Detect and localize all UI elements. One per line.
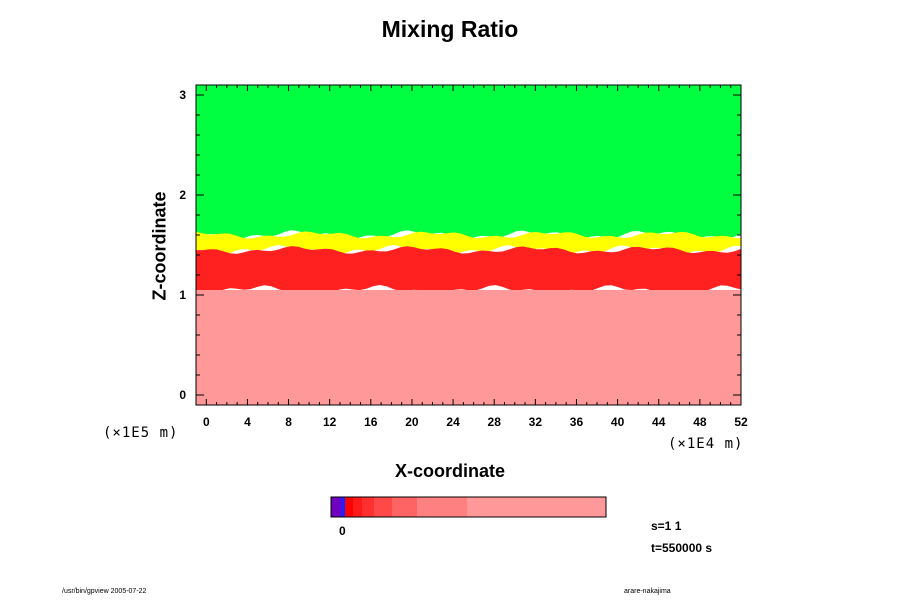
x-tick-label: 28 xyxy=(488,415,502,429)
footer-command: /usr/bin/gpview 2005-07-22 xyxy=(62,588,147,595)
colorbar-segment xyxy=(341,497,345,517)
region-mixing-layer xyxy=(196,246,741,295)
x-tick-label: 12 xyxy=(323,415,337,429)
y-ticks: 0 1 2 3 xyxy=(179,88,741,402)
x-tick-label: 44 xyxy=(652,415,666,429)
x-tick-label: 4 xyxy=(244,415,251,429)
x-tick-label: 52 xyxy=(734,415,748,429)
x-tick-label: 40 xyxy=(611,415,625,429)
colorbar-segment xyxy=(417,497,467,517)
axes-frame xyxy=(195,84,742,406)
colorbar-segment xyxy=(345,497,353,517)
x-tick-label: 48 xyxy=(693,415,707,429)
region-lower xyxy=(196,290,741,405)
colorbar-segment xyxy=(374,497,392,517)
colorbar-label: 0 xyxy=(339,524,346,538)
s-annotation: s=1 1 xyxy=(651,519,682,533)
y-tick-label: 2 xyxy=(179,188,186,202)
y-axis-label: Z-coordinate xyxy=(149,191,170,301)
region-transition-yellow xyxy=(196,231,741,255)
x-tick-label: 16 xyxy=(364,415,378,429)
x-tick-label: 8 xyxy=(285,415,292,429)
colorbar-frame xyxy=(330,496,607,518)
y-axis-unit: (×1E5 m) xyxy=(103,425,179,441)
region-upper xyxy=(196,85,741,240)
colorbar-segment xyxy=(362,497,374,517)
colorbar-segment xyxy=(353,497,362,517)
chart-title: Mixing Ratio xyxy=(381,16,519,42)
mixing-ratio-field xyxy=(196,85,741,405)
colorbar-segment xyxy=(392,497,417,517)
footer-author: arare-nakajima xyxy=(624,588,671,595)
x-axis-label: X-coordinate xyxy=(394,461,505,481)
colorbar xyxy=(330,496,607,518)
x-ticks: 0 4 8 12 16 20 24 28 32 36 40 44 48 52 xyxy=(203,85,748,429)
x-tick-label: 32 xyxy=(529,415,543,429)
y-tick-label: 0 xyxy=(179,388,186,402)
x-tick-label: 0 xyxy=(203,415,210,429)
x-tick-label: 20 xyxy=(405,415,419,429)
colorbar-segment xyxy=(331,497,341,517)
y-tick-label: 3 xyxy=(179,88,186,102)
x-tick-label: 36 xyxy=(570,415,584,429)
x-tick-label: 24 xyxy=(446,415,460,429)
time-annotation: t=550000 s xyxy=(651,541,713,555)
plot-frame xyxy=(195,84,742,406)
y-tick-label: 1 xyxy=(179,288,186,302)
x-axis-unit: (×1E4 m) xyxy=(668,436,744,452)
colorbar-segment xyxy=(467,497,606,517)
